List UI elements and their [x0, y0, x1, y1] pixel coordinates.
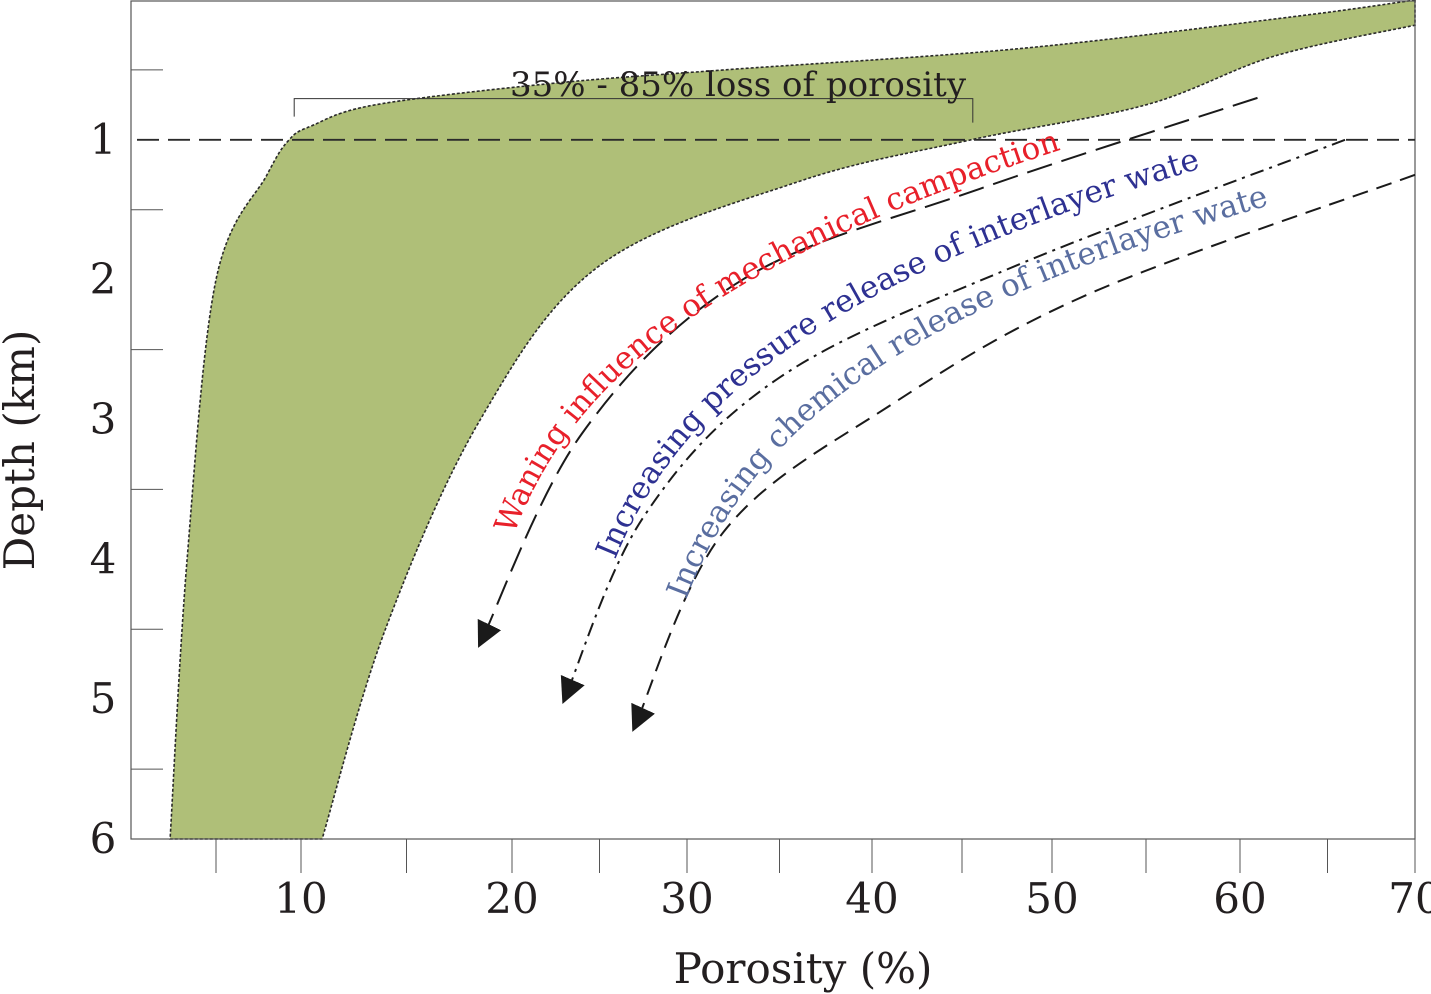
x-axis-title: Porosity (%) [674, 944, 933, 993]
y-axis: 1 2 3 4 5 6 [90, 69, 163, 863]
plot-frame [130, 0, 1416, 840]
y-tick-label: 1 [90, 115, 117, 164]
x-tick-label: 50 [1025, 874, 1078, 923]
porosity-loss-label: 35% - 85% loss of porosity [510, 65, 967, 105]
x-tick-label: 40 [845, 874, 898, 923]
mechanical-compaction-arrow [477, 96, 1258, 648]
y-tick-label: 6 [90, 814, 117, 863]
porosity-band [169, 0, 1416, 840]
x-tick-label: 70 [1388, 874, 1431, 923]
x-tick-label: 60 [1213, 874, 1266, 923]
y-tick-label: 4 [90, 534, 117, 583]
x-axis: 10 20 30 40 50 60 70 [215, 839, 1431, 923]
x-tick-label: 30 [660, 874, 713, 923]
x-tick-label: 10 [274, 874, 327, 923]
x-tick-label: 20 [485, 874, 538, 923]
y-tick-label: 2 [90, 255, 117, 304]
pressure-release-arrow [560, 138, 1346, 704]
y-tick-label: 5 [90, 674, 117, 723]
porosity-loss-bracket [293, 98, 974, 123]
chemical-release-arrow [631, 173, 1416, 732]
y-tick-label: 3 [90, 395, 117, 444]
y-axis-title: Depth (km) [0, 330, 44, 571]
